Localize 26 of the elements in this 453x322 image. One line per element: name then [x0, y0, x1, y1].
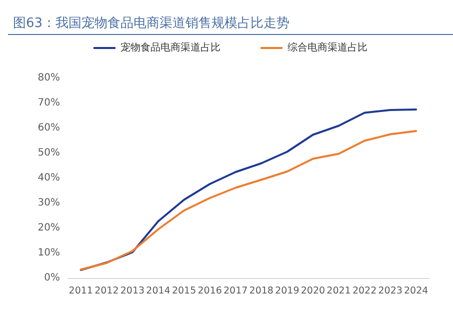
- y-tick-label: 30%: [38, 198, 60, 208]
- x-tick-label: 2020: [300, 286, 326, 296]
- x-tick-label: 2017: [224, 286, 248, 296]
- x-tick-label: 2013: [120, 286, 145, 296]
- x-tick-label: 2024: [404, 286, 428, 296]
- x-tick-label: 2023: [378, 286, 402, 296]
- y-tick-label: 20%: [38, 222, 60, 234]
- y-tick-label: 60%: [38, 122, 60, 134]
- legend-label: 综合电商渠道占比: [288, 42, 368, 54]
- y-tick-label: 0%: [44, 272, 60, 284]
- x-tick-label: 2015: [172, 286, 196, 296]
- chart-title: 图63：我国宠物食品电商渠道销售规模占比走势: [13, 16, 290, 31]
- x-tick-label: 2012: [94, 286, 119, 296]
- x-tick-label: 2021: [326, 286, 351, 296]
- x-tick-label: 2022: [352, 286, 377, 296]
- y-tick-label: 50%: [38, 148, 60, 158]
- x-tick-label: 2016: [198, 286, 222, 296]
- x-tick-label: 2019: [275, 286, 300, 296]
- x-tick-label: 2011: [68, 286, 93, 296]
- y-tick-label: 80%: [38, 72, 60, 84]
- y-tick-label: 40%: [38, 172, 60, 184]
- legend-label: 宠物食品电商渠道占比: [120, 42, 220, 54]
- x-tick-label: 2014: [146, 286, 170, 296]
- x-tick-label: 2018: [249, 286, 274, 296]
- y-tick-label: 10%: [38, 248, 60, 258]
- y-tick-label: 70%: [38, 98, 60, 108]
